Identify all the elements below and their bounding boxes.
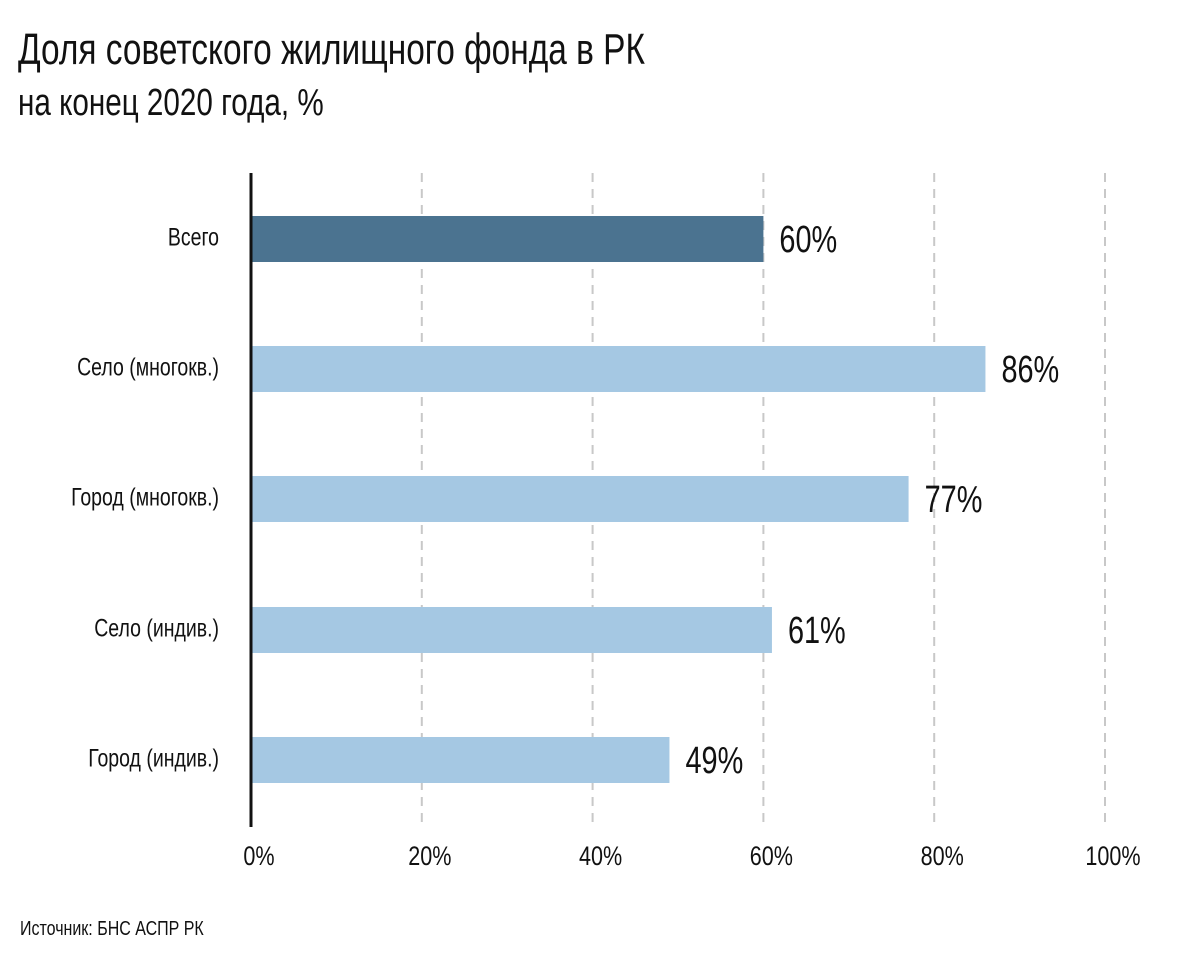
source-note: Источник: БНС АСПР РК: [20, 918, 204, 940]
value-label: 86%: [1001, 348, 1059, 391]
x-tick-label: 60%: [750, 842, 793, 872]
value-label: 61%: [788, 609, 846, 652]
category-label: Всего: [168, 223, 219, 251]
category-label: Село (многокв.): [77, 353, 219, 381]
x-tick-label: 80%: [921, 842, 964, 872]
x-tick-label: 40%: [579, 842, 622, 872]
chart-title: Доля советского жилищного фонда в РК: [18, 25, 645, 74]
bar: [251, 346, 986, 392]
category-label: Город (индив.): [88, 744, 219, 772]
x-tick-label: 0%: [243, 842, 274, 872]
bar: [251, 607, 772, 653]
bar: [251, 737, 670, 783]
category-label: Село (индив.): [94, 614, 219, 642]
x-tick-label: 20%: [408, 842, 451, 872]
category-label: Город (многокв.): [71, 483, 219, 511]
bar: [251, 216, 764, 262]
value-label: 77%: [925, 478, 983, 521]
value-label: 60%: [779, 218, 837, 261]
value-label: 49%: [685, 739, 743, 782]
bars-layer: [251, 216, 986, 783]
chart-subtitle: на конец 2020 года, %: [18, 82, 324, 124]
x-tick-label: 100%: [1085, 842, 1140, 872]
labels-layer: Всего Село (многокв.) Город (многокв.) Село…: [71, 218, 1141, 872]
bar: [251, 476, 909, 522]
